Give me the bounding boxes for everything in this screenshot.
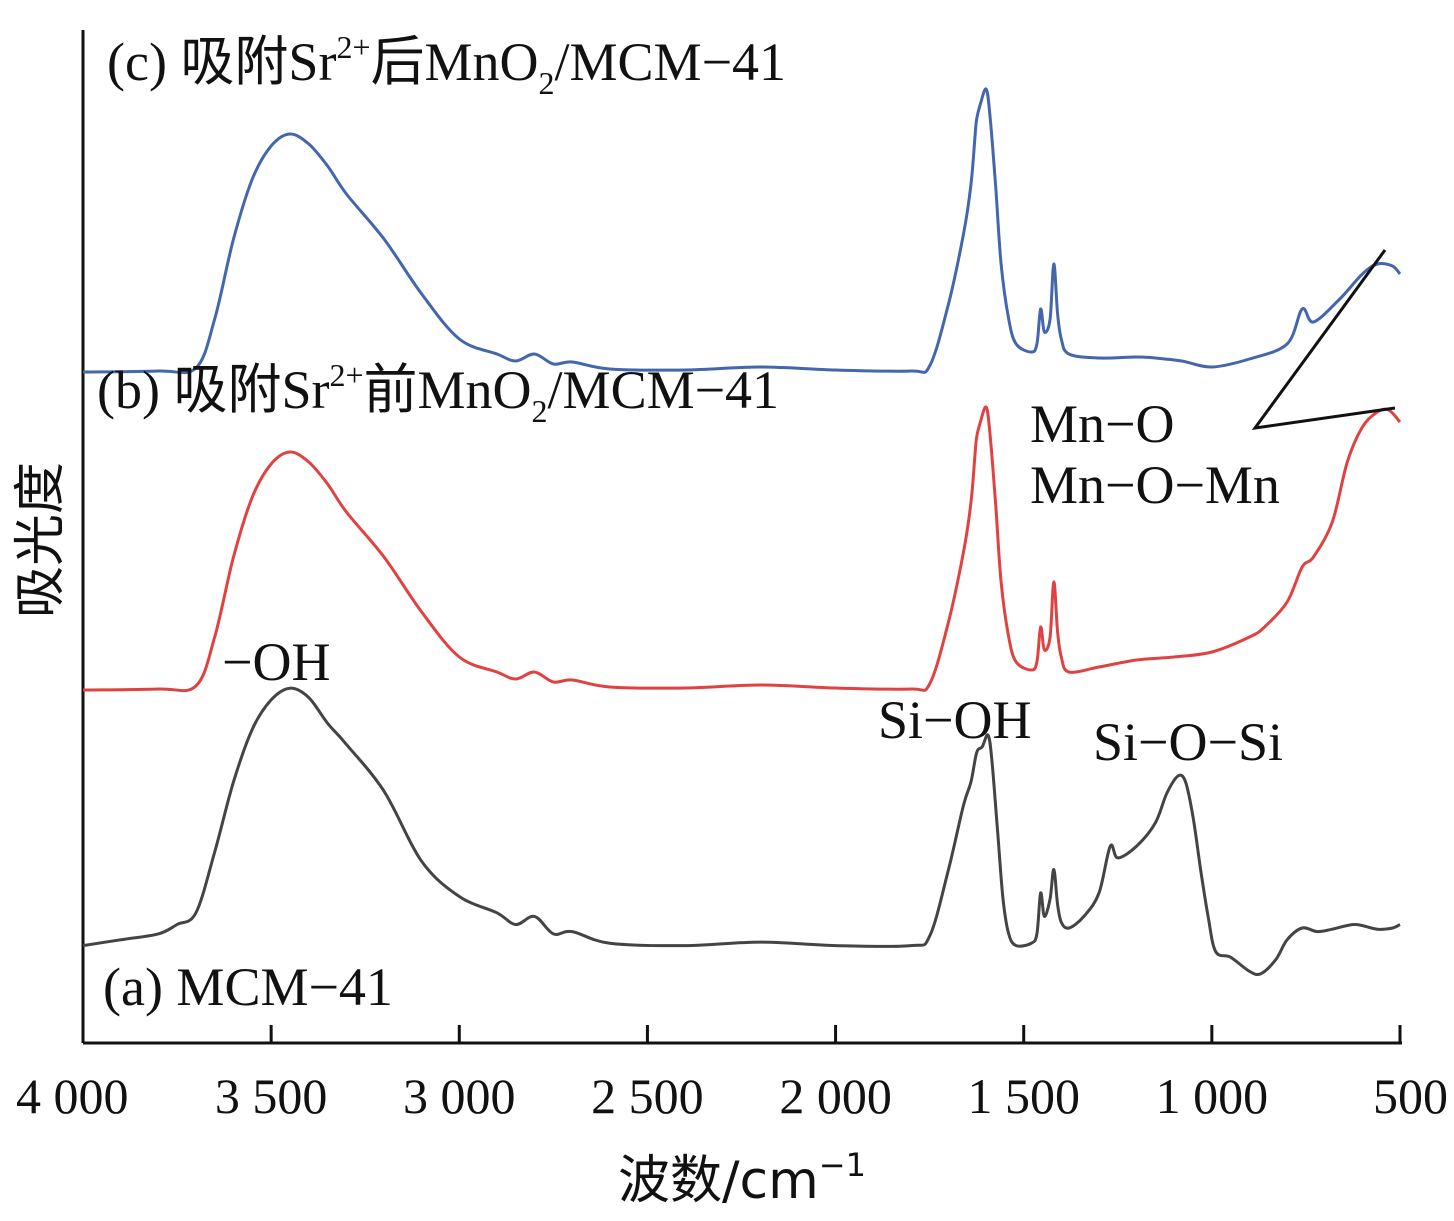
annotation-oh: −OH [222,632,330,692]
x-tick-label: 2 000 [779,1068,892,1124]
series-label-b: (b) 吸附Sr2+前MnO2/MCM−41 [97,357,779,429]
series-label-a: (a) MCM−41 [103,957,393,1017]
x-axis-ticks: 4 000 3 500 3 000 2 500 2 000 1 500 1 000 500 [16,1025,1448,1124]
x-tick-label: 3 000 [403,1068,516,1124]
x-tick-label: 3 500 [215,1068,328,1124]
x-axis-title-sup: −1 [819,1146,866,1184]
series-layer [82,87,1402,977]
series-labels: (c) 吸附Sr2+后MnO2/MCM−41 (b) 吸附Sr2+前MnO2/MC… [97,29,786,1017]
series-line-a [82,686,1401,977]
x-axis-title: 波数/cm−1 [618,1146,866,1211]
x-tick-label: 2 500 [591,1068,704,1124]
annotation-layer: −OH Si−OH Si−O−Si Mn−O Mn−O−Mn [222,249,1396,772]
annotation-siosi: Si−O−Si [1093,712,1283,772]
x-tick-label: 500 [1373,1068,1448,1124]
x-axis-title-main: 波数/cm [618,1151,819,1211]
annotation-sioh: Si−OH [878,690,1031,750]
series-label-c: (c) 吸附Sr2+后MnO2/MCM−41 [107,29,786,101]
x-tick-label: 4 000 [16,1068,129,1124]
y-axis-title: 吸光度 [11,462,71,618]
annotation-mn-pointer [1251,249,1396,430]
plot-frame [81,30,1402,1045]
series-line-c [82,87,1402,375]
annotation-mnomn: Mn−O−Mn [1030,455,1280,515]
x-tick-label: 1 500 [967,1068,1080,1124]
x-tick-label: 1 000 [1156,1068,1269,1124]
annotation-mno: Mn−O [1030,394,1174,454]
series-line-b [82,405,1402,693]
